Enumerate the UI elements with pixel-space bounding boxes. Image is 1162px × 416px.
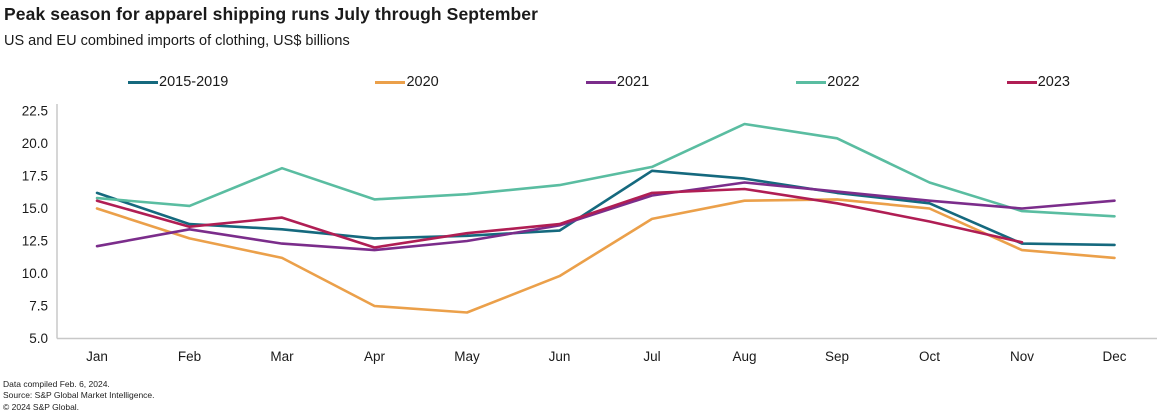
legend-swatch-2020 [375, 80, 406, 84]
series-line-2020 [95, 198, 1116, 314]
chart-legend: 2015-2019 2020 2021 2022 2023 [128, 72, 1070, 92]
chart-title: Peak season for apparel shipping runs Ju… [4, 4, 539, 24]
legend-item-2021: 2021 [585, 74, 650, 90]
y-tick-label: 7.5 [29, 299, 48, 314]
footer-compiled-line: Data compiled Feb. 6, 2024. [3, 378, 110, 389]
y-tick-label: 15.0 [22, 201, 48, 216]
x-tick-label-jun: Jun [549, 349, 571, 364]
series-line-2015-2019 [95, 169, 1116, 247]
y-tick-label: 17.5 [22, 169, 48, 184]
legend-swatch-2022 [796, 80, 827, 84]
y-tick-label: 22.5 [22, 104, 48, 119]
legend-swatch-2015-2019 [128, 80, 158, 84]
x-tick-label-sep: Sep [825, 349, 849, 364]
legend-swatch-2023 [1006, 80, 1037, 84]
series-line-2021 [95, 181, 1116, 252]
x-tick-label-oct: Oct [919, 349, 940, 364]
x-tick-label-mar: Mar [270, 349, 294, 364]
x-tick-label-jul: Jul [643, 349, 660, 364]
x-tick-label-may: May [454, 349, 480, 364]
x-tick-label-aug: Aug [732, 349, 756, 364]
series-line-2023 [95, 187, 1024, 249]
footer-copyright-line: © 2024 S&P Global. [3, 401, 80, 412]
legend-label-2015-2019: 2015-2019 [159, 74, 229, 90]
legend-label-2022: 2022 [827, 74, 860, 90]
y-tick-label: 12.5 [22, 234, 48, 249]
legend-label-2021: 2021 [616, 74, 650, 90]
legend-swatch-2021 [585, 80, 616, 84]
legend-item-2015-2019: 2015-2019 [128, 74, 228, 90]
legend-label-2023: 2023 [1037, 74, 1070, 90]
footer-source-line: Source: S&P Global Market Intelligence. [3, 390, 155, 400]
x-tick-label-jan: Jan [86, 349, 108, 364]
x-tick-label-feb: Feb [178, 349, 201, 364]
legend-item-2023: 2023 [1006, 74, 1070, 90]
legend-item-2020: 2020 [375, 74, 439, 90]
legend-item-2022: 2022 [796, 74, 860, 90]
y-tick-label: 20.0 [22, 136, 48, 151]
y-tick-label: 10.0 [22, 266, 48, 281]
x-tick-label-dec: Dec [1102, 349, 1126, 364]
chart-subtitle: US and EU combined imports of clothing, … [4, 33, 350, 49]
legend-label-2020: 2020 [406, 74, 439, 90]
chart-footer: Data compiled Feb. 6, 2024. Source: S&P … [3, 379, 155, 414]
y-tick-label: 5.0 [29, 331, 48, 346]
series-line-2022 [95, 122, 1116, 218]
x-tick-label-apr: Apr [364, 349, 386, 364]
x-tick-label-nov: Nov [1010, 349, 1034, 364]
